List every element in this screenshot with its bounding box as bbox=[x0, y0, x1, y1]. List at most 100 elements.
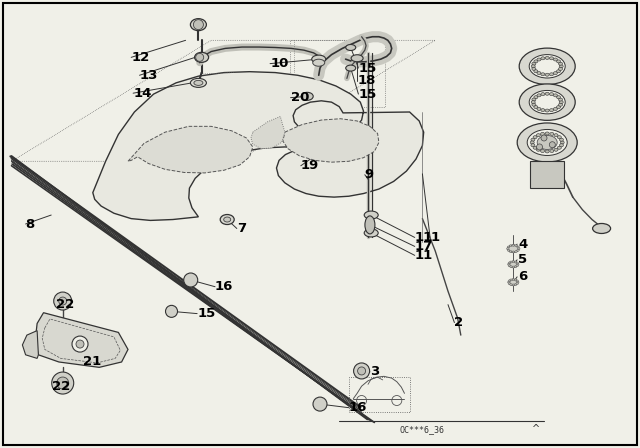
Ellipse shape bbox=[541, 150, 545, 152]
Ellipse shape bbox=[557, 106, 561, 108]
Text: 19: 19 bbox=[301, 159, 319, 172]
Text: 18: 18 bbox=[357, 74, 376, 87]
Ellipse shape bbox=[519, 48, 575, 85]
Ellipse shape bbox=[559, 101, 563, 103]
Ellipse shape bbox=[510, 279, 512, 281]
Ellipse shape bbox=[536, 148, 540, 151]
Text: 12: 12 bbox=[131, 51, 150, 64]
Text: 5: 5 bbox=[518, 253, 527, 267]
Ellipse shape bbox=[191, 19, 206, 30]
Ellipse shape bbox=[516, 246, 519, 248]
Text: 11: 11 bbox=[415, 249, 433, 262]
Ellipse shape bbox=[545, 73, 549, 76]
Ellipse shape bbox=[534, 96, 538, 99]
Ellipse shape bbox=[532, 98, 536, 101]
Text: 20: 20 bbox=[291, 91, 309, 104]
Ellipse shape bbox=[559, 65, 563, 68]
Ellipse shape bbox=[545, 132, 549, 135]
Text: OC***6_36: OC***6_36 bbox=[400, 425, 445, 434]
Text: 4: 4 bbox=[518, 237, 527, 251]
Polygon shape bbox=[35, 313, 128, 367]
Text: 14: 14 bbox=[133, 86, 152, 100]
Text: 16: 16 bbox=[215, 280, 234, 293]
Ellipse shape bbox=[534, 70, 538, 73]
Text: 21: 21 bbox=[83, 355, 102, 369]
Ellipse shape bbox=[518, 248, 520, 250]
Circle shape bbox=[54, 292, 72, 310]
Circle shape bbox=[536, 144, 543, 150]
Ellipse shape bbox=[541, 133, 545, 135]
Ellipse shape bbox=[515, 250, 517, 253]
Text: 2: 2 bbox=[454, 316, 463, 329]
Ellipse shape bbox=[516, 262, 518, 264]
Text: 8: 8 bbox=[26, 217, 35, 231]
Text: 15: 15 bbox=[197, 307, 216, 320]
Ellipse shape bbox=[557, 136, 561, 139]
Circle shape bbox=[57, 377, 68, 389]
Polygon shape bbox=[22, 331, 38, 358]
Ellipse shape bbox=[532, 67, 536, 70]
Ellipse shape bbox=[313, 59, 324, 66]
Ellipse shape bbox=[550, 108, 554, 112]
Circle shape bbox=[196, 53, 204, 61]
Ellipse shape bbox=[510, 261, 512, 263]
Text: 13: 13 bbox=[140, 69, 158, 82]
Ellipse shape bbox=[541, 108, 545, 112]
Circle shape bbox=[59, 297, 67, 305]
Circle shape bbox=[358, 367, 365, 375]
Polygon shape bbox=[283, 119, 379, 162]
Ellipse shape bbox=[508, 280, 511, 282]
Ellipse shape bbox=[516, 283, 518, 284]
Ellipse shape bbox=[550, 73, 554, 76]
Ellipse shape bbox=[510, 266, 512, 267]
Circle shape bbox=[72, 336, 88, 352]
Ellipse shape bbox=[364, 229, 378, 237]
Ellipse shape bbox=[550, 150, 554, 152]
Ellipse shape bbox=[532, 62, 536, 65]
Text: 22: 22 bbox=[56, 298, 75, 311]
Ellipse shape bbox=[554, 94, 557, 97]
Text: 16: 16 bbox=[349, 401, 367, 414]
Ellipse shape bbox=[346, 44, 356, 51]
Ellipse shape bbox=[515, 284, 516, 285]
Ellipse shape bbox=[545, 109, 549, 112]
Circle shape bbox=[193, 20, 204, 30]
Ellipse shape bbox=[557, 96, 561, 99]
Ellipse shape bbox=[512, 251, 515, 253]
Polygon shape bbox=[128, 126, 253, 173]
Ellipse shape bbox=[509, 261, 518, 267]
Text: 11: 11 bbox=[415, 231, 433, 244]
Ellipse shape bbox=[506, 248, 509, 250]
Ellipse shape bbox=[512, 284, 515, 286]
Ellipse shape bbox=[559, 144, 563, 147]
Ellipse shape bbox=[519, 84, 575, 121]
Ellipse shape bbox=[516, 265, 518, 267]
Ellipse shape bbox=[194, 80, 203, 86]
Ellipse shape bbox=[195, 52, 209, 62]
Ellipse shape bbox=[508, 281, 510, 283]
Ellipse shape bbox=[533, 136, 537, 139]
Ellipse shape bbox=[537, 135, 557, 150]
Ellipse shape bbox=[554, 108, 557, 111]
Ellipse shape bbox=[512, 266, 515, 268]
Ellipse shape bbox=[529, 90, 565, 114]
Bar bbox=[290, 40, 385, 107]
Text: 1: 1 bbox=[430, 231, 439, 244]
Ellipse shape bbox=[534, 60, 538, 63]
Ellipse shape bbox=[508, 265, 511, 267]
Ellipse shape bbox=[545, 56, 549, 60]
Ellipse shape bbox=[527, 129, 567, 155]
Text: 3: 3 bbox=[370, 365, 379, 379]
Ellipse shape bbox=[559, 138, 563, 141]
Ellipse shape bbox=[537, 58, 541, 61]
Polygon shape bbox=[251, 116, 285, 149]
Text: 10: 10 bbox=[270, 57, 289, 70]
Text: 9: 9 bbox=[365, 168, 374, 181]
Ellipse shape bbox=[593, 224, 611, 233]
Ellipse shape bbox=[516, 263, 519, 265]
Ellipse shape bbox=[515, 261, 516, 263]
Ellipse shape bbox=[508, 246, 510, 248]
Text: ^: ^ bbox=[532, 424, 540, 434]
Ellipse shape bbox=[516, 280, 518, 282]
Ellipse shape bbox=[509, 279, 518, 285]
